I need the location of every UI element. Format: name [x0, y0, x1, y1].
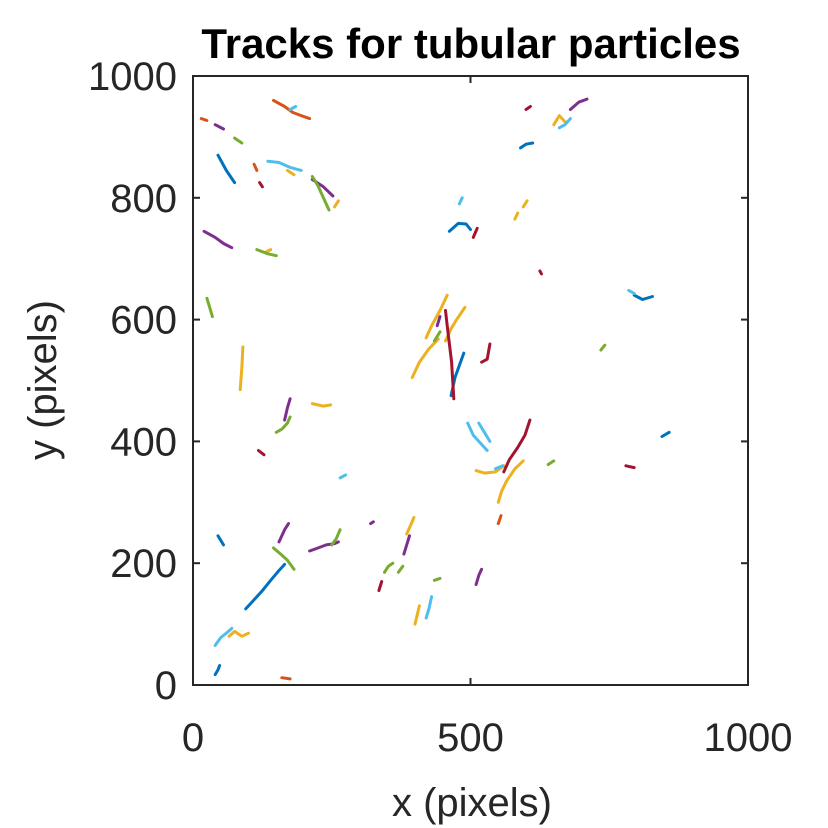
tracks-layer: [199, 97, 671, 681]
track-line: [432, 576, 442, 582]
track-line: [627, 288, 636, 295]
track-line: [202, 229, 234, 250]
track-line: [432, 330, 442, 343]
track-line: [213, 626, 234, 647]
track-line: [480, 342, 492, 364]
track-line: [444, 309, 456, 401]
track-line: [546, 459, 556, 466]
track-line: [199, 117, 209, 122]
track-line: [257, 449, 266, 457]
x-tick-label: 1000: [704, 716, 793, 760]
track-line: [496, 459, 525, 504]
track-line: [255, 248, 278, 258]
track-line: [396, 564, 405, 574]
track-line: [285, 168, 296, 177]
track-line: [272, 98, 312, 121]
track-line: [496, 514, 503, 526]
x-tick-label: 0: [182, 716, 204, 760]
track-line: [521, 199, 529, 209]
track-line: [216, 153, 237, 185]
y-axis-label: y (pixels): [21, 300, 65, 460]
track-line: [568, 97, 589, 111]
track-line: [377, 580, 384, 593]
track-line: [310, 402, 333, 408]
track-line: [333, 199, 340, 209]
track-line: [552, 114, 567, 127]
track-line: [402, 534, 411, 556]
track-line: [227, 629, 250, 638]
track-line: [519, 141, 535, 150]
track-line: [238, 345, 245, 392]
y-tick-label: 600: [110, 299, 177, 343]
track-line: [557, 117, 572, 130]
axis-tick-labels: 0 500 1000 0 200 400 600 800 1000: [88, 55, 792, 760]
track-line: [308, 540, 340, 553]
track-line: [330, 528, 342, 547]
track-line: [599, 343, 607, 352]
track-line: [277, 522, 290, 544]
track-line: [471, 226, 479, 239]
track-line: [624, 464, 636, 470]
y-tick-label: 0: [155, 664, 177, 708]
track-line: [288, 105, 298, 111]
track-line: [274, 415, 292, 434]
track-line: [244, 562, 287, 611]
track-line: [457, 196, 464, 206]
track-line: [524, 105, 532, 111]
track-line: [513, 211, 520, 221]
track-line: [413, 604, 421, 626]
track-line: [424, 293, 449, 340]
track-line: [474, 567, 484, 586]
track-line: [383, 561, 395, 574]
track-line: [213, 664, 222, 677]
x-axis-label: x (pixels): [392, 781, 552, 825]
track-line: [502, 418, 532, 474]
track-line: [205, 296, 214, 319]
track-line: [538, 269, 543, 276]
track-line: [283, 397, 292, 422]
axis-ticks: [192, 75, 749, 686]
track-line: [660, 430, 671, 438]
y-tick-label: 800: [110, 177, 177, 221]
track-line: [233, 136, 244, 145]
track-line: [632, 293, 654, 301]
chart-title: Tracks for tubular particles: [201, 20, 740, 67]
y-tick-label: 1000: [88, 55, 177, 99]
track-line: [477, 421, 492, 443]
track-line: [310, 175, 331, 212]
track-line: [424, 595, 434, 620]
track-line: [338, 473, 348, 480]
track-line: [474, 464, 506, 475]
y-tick-label: 400: [110, 420, 177, 464]
track-line: [494, 464, 505, 471]
track-line: [266, 159, 303, 172]
track-line: [280, 676, 292, 681]
track-line: [258, 181, 264, 189]
track-line: [369, 520, 375, 526]
track-line: [216, 534, 225, 547]
track-line: [213, 123, 225, 131]
track-line: [447, 221, 472, 233]
track-line: [410, 337, 440, 379]
track-line: [272, 546, 296, 571]
track-line: [405, 516, 416, 536]
track-line: [252, 162, 259, 172]
y-tick-label: 200: [110, 542, 177, 586]
track-line: [466, 421, 489, 452]
track-line: [435, 315, 442, 328]
x-tick-label: 500: [437, 716, 504, 760]
